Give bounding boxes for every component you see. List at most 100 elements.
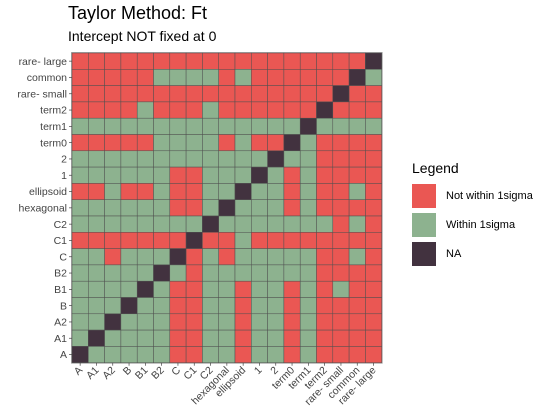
heatmap-cell [316, 134, 334, 152]
heatmap-cell [88, 101, 105, 119]
heatmap-cell [267, 134, 285, 152]
heatmap-cell [88, 280, 105, 298]
heatmap-cell [283, 215, 301, 233]
heatmap-cell [120, 166, 138, 184]
heatmap-cell [316, 52, 334, 70]
x-tick-label: C [169, 364, 183, 378]
heatmap-cell [136, 313, 154, 331]
heatmap-cell [365, 297, 382, 315]
heatmap-cell [299, 166, 317, 184]
heatmap-cell [234, 166, 252, 184]
heatmap-cell [332, 232, 350, 249]
heatmap-cell [185, 215, 203, 233]
heatmap-cell [218, 215, 236, 233]
heatmap-cell [136, 134, 154, 152]
heatmap-cell [71, 199, 89, 217]
heatmap-cell [218, 264, 236, 282]
heatmap-cell [365, 329, 382, 347]
heatmap-cell [251, 183, 268, 200]
heatmap-cell [88, 232, 105, 249]
heatmap-cell [71, 346, 89, 363]
heatmap-cell [283, 134, 301, 152]
heatmap-cell [136, 85, 154, 103]
heatmap-cell [251, 199, 268, 217]
heatmap-cell [88, 329, 105, 347]
heatmap-cell [104, 346, 122, 363]
heatmap-cell [365, 215, 382, 233]
heatmap-cell [136, 329, 154, 347]
heatmap-cell [185, 199, 203, 217]
heatmap-cell [120, 313, 138, 331]
heatmap-cell [316, 150, 334, 168]
heatmap-cell [71, 215, 89, 233]
heatmap-cell [299, 85, 317, 103]
heatmap-cell [120, 183, 138, 200]
heatmap-cell [104, 52, 122, 70]
heatmap-cell [348, 346, 366, 363]
heatmap-cell [185, 346, 203, 363]
heatmap-cell [348, 297, 366, 315]
heatmap-cell [316, 280, 334, 298]
heatmap-cell [104, 329, 122, 347]
heatmap-cell [169, 232, 187, 249]
heatmap-cell [88, 134, 105, 152]
heatmap-cell [153, 280, 171, 298]
heatmap-cell [136, 232, 154, 249]
heatmap-cell [267, 101, 285, 119]
heatmap-cell [251, 150, 268, 168]
legend-item-not-within: Not within 1sigma [412, 182, 533, 209]
heatmap-cell [251, 52, 268, 70]
heatmap-cell [185, 52, 203, 70]
heatmap-cell [185, 232, 203, 249]
heatmap-cell [299, 150, 317, 168]
heatmap-cell [120, 264, 138, 282]
x-tick-label: A [72, 364, 85, 377]
heatmap-cell [185, 264, 203, 282]
heatmap-cell [185, 134, 203, 152]
heatmap-cell [332, 183, 350, 200]
heatmap-cell [120, 117, 138, 135]
heatmap-cell [185, 101, 203, 119]
heatmap-cell [234, 280, 252, 298]
heatmap-cell [71, 117, 89, 135]
heatmap-cell [299, 346, 317, 363]
heatmap-cell [71, 52, 89, 70]
heatmap-cell [104, 166, 122, 184]
heatmap-cell [332, 313, 350, 331]
heatmap-cell [185, 150, 203, 168]
heatmap-cell [348, 215, 366, 233]
heatmap-cell [218, 248, 236, 266]
heatmap-cell [120, 232, 138, 249]
heatmap-cell [218, 166, 236, 184]
heatmap-cell [234, 297, 252, 315]
heatmap-cell [153, 199, 171, 217]
y-tick-label: term1 [40, 121, 67, 133]
heatmap-cell [202, 52, 219, 70]
heatmap-cell [283, 199, 301, 217]
heatmap-cell [267, 346, 285, 363]
heatmap-cell [348, 232, 366, 249]
heatmap-cell [283, 150, 301, 168]
y-tick-label: B1 [54, 284, 67, 296]
heatmap-cell [251, 101, 268, 119]
heatmap-cell [218, 134, 236, 152]
heatmap-cell [153, 101, 171, 119]
heatmap-cell [202, 346, 219, 363]
heatmap-cell [136, 346, 154, 363]
legend-label-within: Within 1sigma [446, 218, 516, 231]
heatmap-cell [202, 199, 219, 217]
heatmap-cell [185, 248, 203, 266]
heatmap-cell [299, 117, 317, 135]
legend-label-not-within: Not within 1sigma [446, 189, 533, 202]
y-tick-label: B2 [54, 268, 67, 280]
heatmap-cell [218, 329, 236, 347]
heatmap-cell [185, 69, 203, 86]
heatmap-cell [185, 166, 203, 184]
heatmap-cell [251, 280, 268, 298]
heatmap-cell [104, 199, 122, 217]
heatmap-cell [88, 150, 105, 168]
heatmap-cell [202, 150, 219, 168]
heatmap-cell [234, 52, 252, 70]
y-tick-label: hexagonal [19, 202, 67, 214]
